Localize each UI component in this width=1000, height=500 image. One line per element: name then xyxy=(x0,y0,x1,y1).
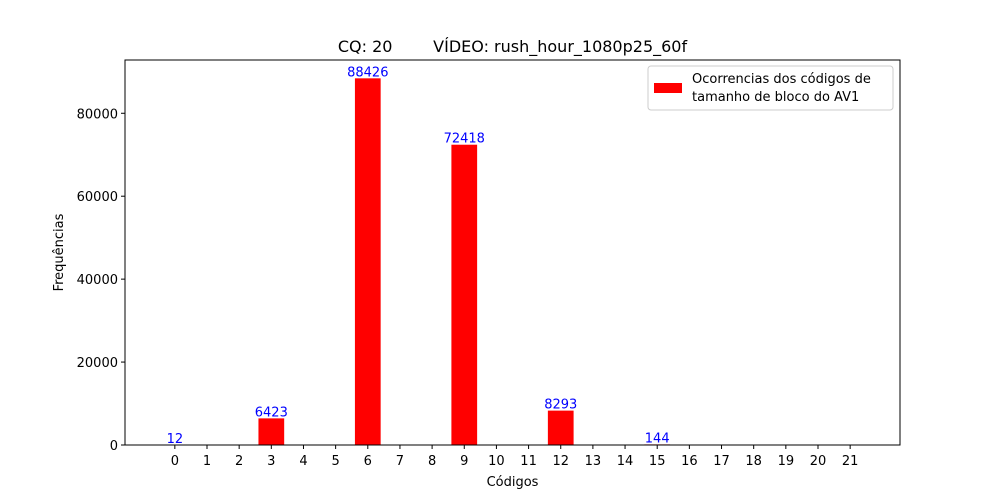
legend-label-line1: Ocorrencias dos códigos de xyxy=(692,72,871,87)
legend-box xyxy=(647,65,894,111)
x-tick-label: 4 xyxy=(299,454,307,469)
x-tick-label: 17 xyxy=(713,454,730,469)
x-tick-label: 0 xyxy=(171,454,179,469)
x-tick-label: 20 xyxy=(810,454,827,469)
data-label-15: 144 xyxy=(645,431,670,446)
data-label-3: 6423 xyxy=(255,405,288,420)
bar-12 xyxy=(547,410,574,445)
x-tick-label: 9 xyxy=(460,454,468,469)
bar-3 xyxy=(258,418,285,445)
y-tick-label: 40000 xyxy=(77,273,118,288)
x-tick-label: 10 xyxy=(488,454,505,469)
x-tick-label: 18 xyxy=(745,454,762,469)
x-tick-label: 19 xyxy=(778,454,795,469)
legend: Ocorrencias dos códigos de tamanho de bl… xyxy=(647,65,894,111)
x-tick-label: 2 xyxy=(235,454,243,469)
y-axis-label: Frequências xyxy=(52,213,67,291)
y-tick-label: 80000 xyxy=(77,107,118,122)
data-labels-group: 12 6423 88426 72418 8293 144 xyxy=(167,65,670,447)
x-tick-label: 21 xyxy=(842,454,859,469)
x-axis-label: Códigos xyxy=(487,475,539,490)
plot-frame xyxy=(124,59,901,446)
bar-6 xyxy=(354,78,381,445)
y-tick-label: 60000 xyxy=(77,190,118,205)
x-tick-label: 16 xyxy=(681,454,698,469)
x-tick-label: 11 xyxy=(520,454,537,469)
x-tick-label: 12 xyxy=(552,454,569,469)
x-tick-label: 1 xyxy=(203,454,211,469)
y-tick-label: 0 xyxy=(110,439,118,454)
x-axis-ticks: 0 1 2 3 4 5 6 7 8 9 10 11 12 13 14 15 16 17 18 19 20 21 xyxy=(171,445,859,469)
x-tick-label: 6 xyxy=(364,454,372,469)
x-tick-label: 7 xyxy=(396,454,404,469)
legend-label-line2: tamanho de bloco do AV1 xyxy=(692,90,859,105)
x-tick-label: 8 xyxy=(428,454,436,469)
chart-title: CQ: 20 VÍDEO: rush_hour_1080p25_60f xyxy=(338,37,688,57)
y-tick-label: 20000 xyxy=(77,356,118,371)
bars-group xyxy=(161,78,671,445)
x-tick-label: 15 xyxy=(649,454,666,469)
data-label-6: 88426 xyxy=(347,65,388,80)
legend-swatch xyxy=(654,83,682,93)
data-label-9: 72418 xyxy=(444,132,485,147)
y-axis-ticks: 0 20000 40000 60000 80000 xyxy=(77,107,125,454)
x-tick-label: 5 xyxy=(331,454,339,469)
data-label-12: 8293 xyxy=(544,398,577,413)
x-tick-label: 13 xyxy=(585,454,602,469)
data-label-0: 12 xyxy=(167,432,184,447)
x-tick-label: 3 xyxy=(267,454,275,469)
x-tick-label: 14 xyxy=(617,454,634,469)
bar-9 xyxy=(451,144,478,445)
